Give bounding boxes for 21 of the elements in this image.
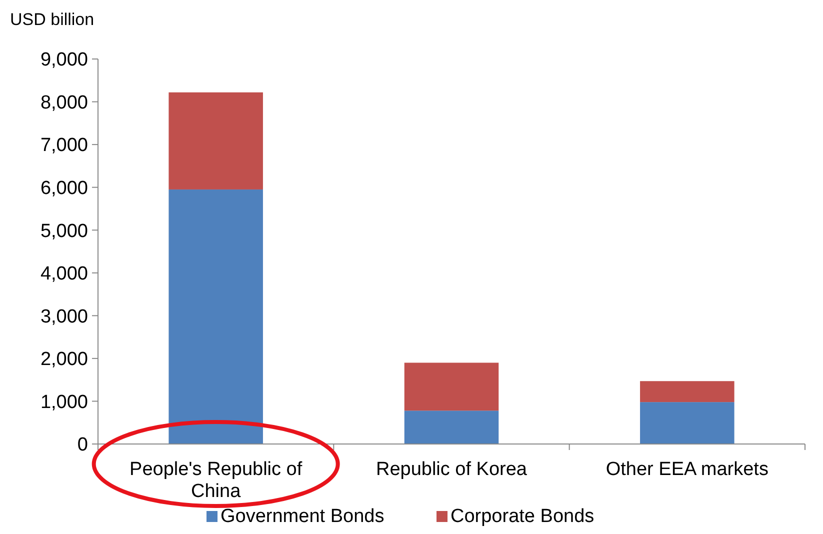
y-tick-label: 9,000 bbox=[40, 50, 88, 71]
y-tick-label: 7,000 bbox=[40, 135, 88, 156]
y-tick-label: 2,000 bbox=[40, 349, 88, 370]
x-tick-label: People's Republic of China bbox=[130, 459, 303, 502]
legend-label: Government Bonds bbox=[220, 506, 384, 527]
x-tick-label: Republic of Korea bbox=[376, 459, 528, 480]
y-tick-label: 0 bbox=[77, 434, 88, 456]
bar bbox=[640, 402, 734, 444]
y-tick-label: 3,000 bbox=[40, 306, 88, 328]
legend-label: Corporate Bonds bbox=[450, 506, 594, 527]
y-tick-label: 1,000 bbox=[40, 392, 88, 413]
y-tick-label: 8,000 bbox=[40, 92, 88, 114]
bar bbox=[640, 381, 734, 402]
x-tick-label: Other EEA markets bbox=[606, 459, 768, 480]
y-tick-label: 6,000 bbox=[40, 178, 88, 199]
y-axis-title: USD billion bbox=[10, 10, 94, 29]
bar bbox=[404, 410, 499, 444]
bar bbox=[404, 362, 499, 411]
bar bbox=[168, 92, 263, 190]
y-tick-label: 5,000 bbox=[40, 220, 88, 242]
y-tick-label: 4,000 bbox=[40, 264, 88, 285]
